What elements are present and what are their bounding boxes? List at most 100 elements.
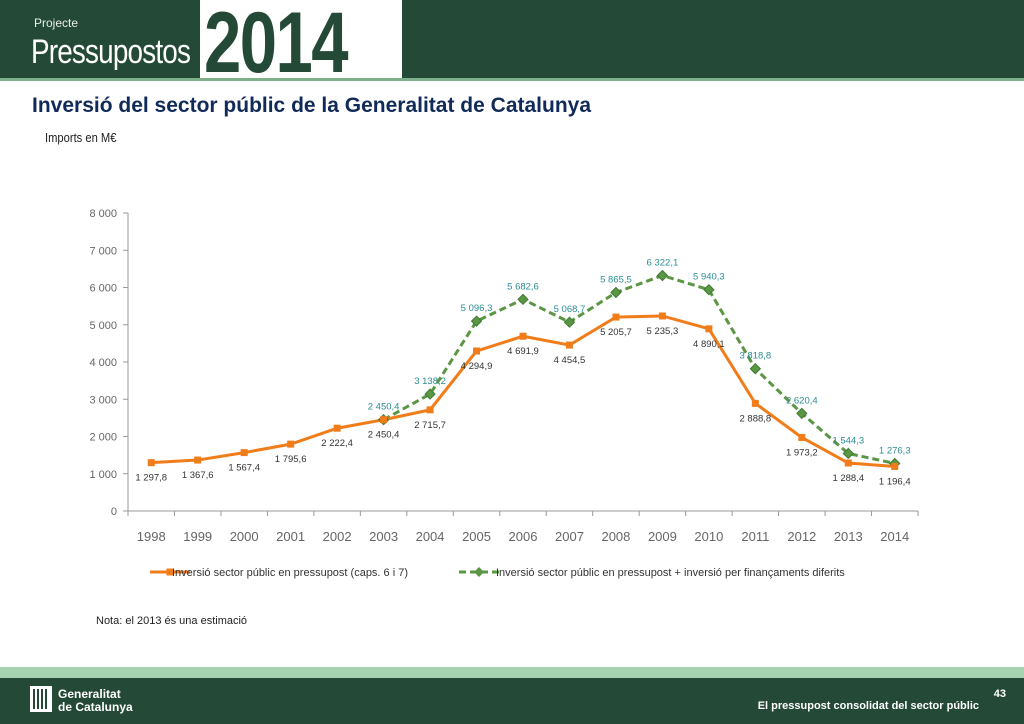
series-2-point	[796, 407, 808, 420]
series-2-point	[842, 447, 855, 460]
x-tick-label: 2006	[509, 529, 538, 544]
series-1-point	[891, 462, 899, 470]
series-1-data-label: 1 973,2	[786, 447, 818, 458]
series-1-point	[194, 456, 202, 464]
series-1-point	[658, 312, 666, 320]
header-bar	[0, 0, 1024, 78]
series-1-data-label: 1 795,6	[275, 454, 307, 465]
x-tick-label: 2005	[462, 529, 491, 544]
y-tick-label: 5 000	[89, 320, 117, 332]
x-tick-label: 2004	[416, 529, 445, 544]
series-1-point	[751, 399, 759, 407]
y-tick-label: 1 000	[89, 469, 117, 481]
series-2-point	[470, 315, 483, 327]
series-1-data-label: 2 888,8	[740, 413, 772, 424]
series-1-data-label: 1 367,6	[182, 470, 214, 481]
series-1-point	[147, 459, 155, 467]
series-1-data-label: 5 235,3	[647, 326, 679, 337]
series-1-data-label: 2 715,7	[414, 420, 446, 431]
page-title: Inversió del sector públic de la General…	[32, 94, 592, 117]
series-1-point	[287, 440, 295, 448]
y-tick-label: 0	[111, 506, 117, 518]
series-2-data-label: 6 322,1	[647, 258, 679, 269]
series-1-point	[798, 433, 806, 441]
footer-bar	[0, 678, 1024, 724]
series-1-point	[612, 313, 620, 321]
series-1-data-label: 4 691,9	[507, 346, 539, 357]
series-2-data-label: 2 450,4	[368, 402, 400, 413]
y-tick-label: 7 000	[89, 245, 117, 257]
series-2-line	[382, 273, 896, 465]
page-number: 43	[993, 688, 1006, 700]
series-1-data-label: 2 222,4	[321, 438, 353, 449]
x-tick-label: 2014	[880, 529, 909, 544]
series-2-data-label: 5 865,5	[600, 275, 632, 286]
series-2-data-label: 1 276,3	[879, 445, 911, 456]
series-2-point	[703, 284, 715, 296]
y-tick-label: 8 000	[89, 208, 117, 220]
series-2-data-label: 3 818,8	[740, 351, 772, 362]
series-1-point	[844, 459, 852, 467]
series-1-data-label: 4 294,9	[461, 361, 493, 372]
y-tick-label: 2 000	[89, 432, 117, 444]
series-1-data-label: 1 297,8	[135, 473, 167, 484]
series-1-point	[426, 406, 434, 414]
series-1-point	[705, 325, 713, 333]
series-1-point	[519, 332, 527, 340]
series-2-point	[610, 286, 622, 299]
series-2-point	[424, 388, 436, 400]
series-2-data-label: 5 096,3	[461, 303, 493, 314]
header-small-label: Projecte	[34, 16, 79, 30]
footnote: Nota: el 2013 és una estimació	[96, 615, 248, 627]
header-brand: Pressupostos	[31, 33, 191, 71]
series-1-point	[473, 347, 481, 355]
series-1-data-label: 4 890,1	[693, 339, 725, 350]
x-tick-label: 2013	[834, 529, 863, 544]
footer-org-line1: Generalitat	[58, 687, 121, 701]
series-2-data-label: 5 940,3	[693, 272, 725, 283]
footer-org-name: Generalitat de Catalunya	[58, 688, 133, 714]
series-2-point	[749, 363, 762, 375]
legend-series-1-marker	[166, 568, 174, 576]
series-2-point	[563, 316, 576, 328]
x-tick-label: 2000	[230, 529, 259, 544]
x-tick-label: 2010	[694, 529, 723, 544]
series-2-point	[517, 293, 529, 306]
x-tick-label: 2009	[648, 529, 677, 544]
footer-stripe	[0, 667, 1024, 678]
x-tick-label: 2007	[555, 529, 584, 544]
x-tick-label: 1998	[137, 529, 166, 544]
series-2-data-label: 2 620,4	[786, 395, 818, 406]
x-tick-label: 2008	[601, 529, 630, 544]
y-tick-label: 3 000	[89, 394, 117, 406]
series-2-point	[656, 269, 669, 282]
x-tick-label: 2012	[787, 529, 816, 544]
x-tick-label: 2003	[369, 529, 398, 544]
footer-org-line2: de Catalunya	[58, 700, 133, 714]
series-1-data-label: 1 288,4	[832, 473, 864, 484]
series-1-point	[333, 424, 341, 432]
legend-series-2-marker	[474, 567, 484, 577]
header-accent-stripe	[0, 78, 1024, 81]
legend-series-1-label: Inversió sector públic en pressupost (ca…	[172, 567, 408, 579]
legend-series-2-label: Inversió sector públic en pressupost + i…	[496, 567, 845, 579]
year-box	[200, 0, 402, 78]
units-label: Imports en M€	[45, 130, 117, 145]
series-2-data-label: 1 544,3	[832, 435, 864, 446]
x-tick-label: 2011	[741, 529, 769, 544]
series-1-data-label: 1 567,4	[228, 463, 260, 474]
x-tick-label: 2002	[323, 529, 352, 544]
series-1-data-label: 4 454,5	[554, 355, 586, 366]
x-tick-label: 1999	[183, 529, 212, 544]
series-1-data-label: 2 450,4	[368, 430, 400, 441]
footer-caption: El pressupost consolidat del sector públ…	[757, 700, 979, 712]
series-2-data-label: 5 682,6	[507, 281, 539, 292]
series-1-data-label: 1 196,4	[879, 476, 911, 487]
series-1-data-label: 5 205,7	[600, 327, 632, 338]
series-2-data-label: 5 068,7	[554, 304, 586, 315]
series-1-point	[240, 449, 248, 457]
generalitat-logo-icon	[30, 686, 52, 712]
y-tick-label: 6 000	[89, 283, 117, 295]
x-tick-label: 2001	[276, 529, 305, 544]
